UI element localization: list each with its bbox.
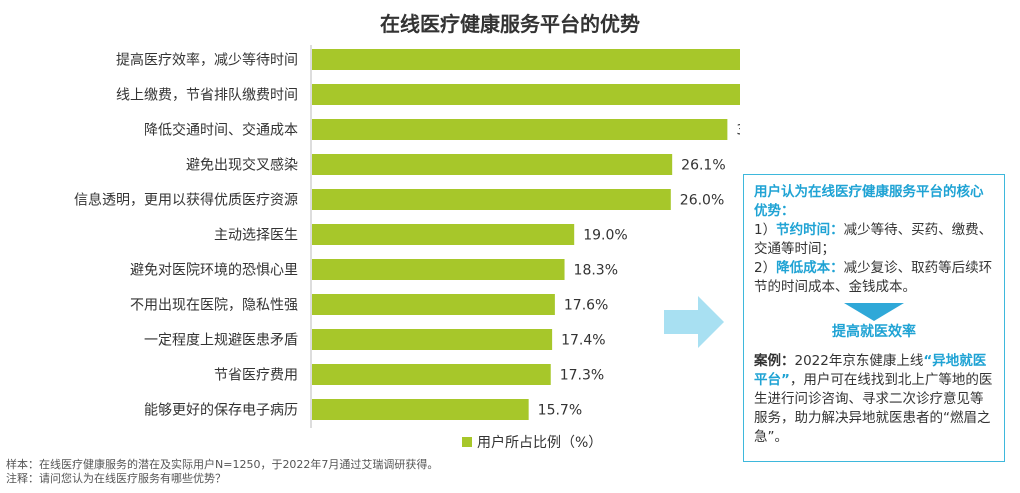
value-label-8: 17.6% [564, 298, 608, 314]
point-2-key: 降低成本： [776, 260, 844, 276]
panel-effect: 提高就医效率 [832, 324, 916, 340]
chart-title: 在线医疗健康服务平台的优势 [380, 12, 640, 36]
sample-note: 样本：在线医疗健康服务的潜在及实际用户N=1250，于2022年7月通过艾瑞调研… [6, 458, 439, 471]
right-arrow-icon [664, 296, 724, 348]
panel-heading: 用户认为在线医疗健康服务平台的核心优势： [754, 184, 984, 219]
category-label-11: 能够更好的保存电子病历 [144, 403, 298, 419]
point-1-number: 1） [754, 222, 777, 238]
bar-2 [312, 84, 740, 105]
panel-point-2: 2）降低成本：减少复诊、取药等后续环节的时间成本、金钱成本。 [754, 259, 994, 297]
category-label-10: 节省医疗费用 [214, 368, 298, 384]
bar-4 [312, 154, 673, 175]
value-label-10: 17.3% [560, 368, 604, 384]
footnotes: 样本：在线医疗健康服务的潜在及实际用户N=1250，于2022年7月通过艾瑞调研… [6, 458, 438, 486]
category-label-2: 线上缴费，节省排队缴费时间 [116, 88, 298, 104]
panel-point-1: 1）节约时间：减少等待、买药、缴费、交通等时间； [754, 221, 994, 259]
insight-panel: 用户认为在线医疗健康服务平台的核心优势： 1）节约时间：减少等待、买药、缴费、交… [743, 174, 1005, 462]
case-label: 案例： [754, 353, 795, 369]
bar-5 [312, 189, 671, 210]
value-label-6: 19.0% [583, 228, 627, 244]
bar-9 [312, 329, 553, 350]
category-label-5: 信息透明，更用以获得优质医疗资源 [74, 192, 298, 209]
bar-8 [312, 294, 555, 315]
category-label-8: 不用出现在医院，隐私性强 [130, 298, 298, 314]
bars-group: 提高医疗效率，减少等待时间46.8%线上缴费，节省排队缴费时间38.1%降低交通… [74, 49, 740, 420]
question-note: 注释：请问您认为在线医疗服务有哪些优势？ [6, 472, 226, 485]
bar-1 [312, 49, 740, 70]
bar-chart: 提高医疗效率，减少等待时间46.8%线上缴费，节省排队缴费时间38.1%降低交通… [74, 45, 740, 428]
legend-swatch [462, 437, 472, 447]
legend-label: 用户所占比例（%） [477, 435, 603, 451]
point-2-number: 2） [754, 260, 777, 276]
value-label-5: 26.0% [680, 193, 724, 209]
category-label-1: 提高医疗效率，减少等待时间 [116, 52, 298, 69]
point-1-key: 节约时间： [776, 222, 844, 238]
down-arrow-icon [844, 303, 904, 321]
value-label-9: 17.4% [561, 333, 605, 349]
category-label-4: 避免出现交叉感染 [186, 157, 298, 174]
legend: 用户所占比例（%） [462, 432, 602, 452]
bar-6 [312, 224, 575, 245]
panel-case: 案例：2022年京东健康上线“异地就医平台”，用户可在线找到北上广等地的医生进行… [754, 352, 994, 447]
bar-11 [312, 399, 529, 420]
case-highlight: “异地就医平台” [754, 353, 987, 388]
category-label-3: 降低交通时间、交通成本 [144, 122, 298, 139]
category-label-9: 一定程度上规避医患矛盾 [144, 333, 298, 349]
category-label-6: 主动选择医生 [214, 228, 298, 244]
value-label-11: 15.7% [538, 403, 582, 419]
value-label-3: 30.1% [736, 123, 740, 139]
case-post: ，用户可在线找到北上广等地的医生进行问诊咨询、寻求二次诊疗意见等服务，助力解决异… [754, 372, 993, 445]
bar-3 [312, 119, 728, 140]
point-1-text: 减少等待、买药、缴费、交通等时间； [754, 222, 993, 257]
point-2-text: 减少复诊、取药等后续环节的时间成本、金钱成本。 [754, 260, 993, 295]
bar-7 [312, 259, 565, 280]
case-pre: 2022年京东健康上线 [794, 353, 924, 369]
category-label-7: 避免对医院环境的恐惧心里 [130, 263, 298, 279]
bar-10 [312, 364, 551, 385]
value-label-4: 26.1% [681, 158, 725, 174]
value-label-7: 18.3% [574, 263, 618, 279]
